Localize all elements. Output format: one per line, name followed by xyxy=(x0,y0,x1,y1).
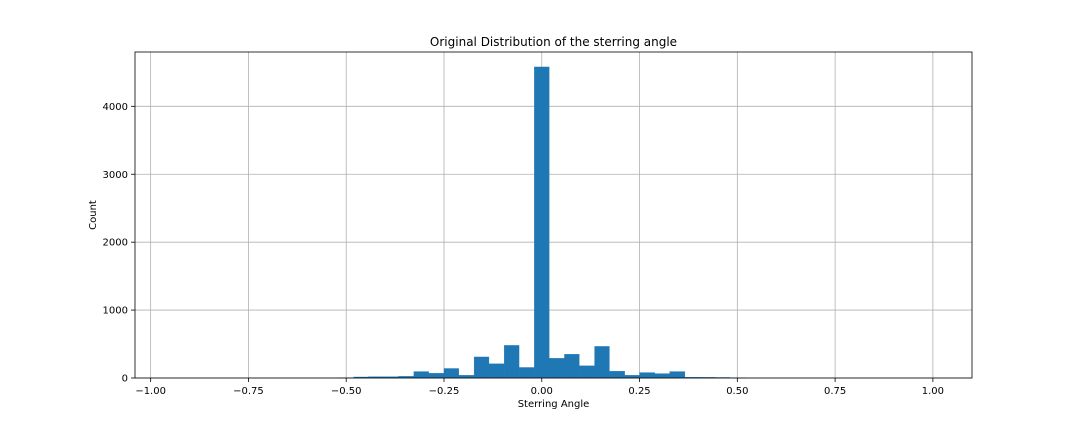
histogram-bar xyxy=(518,367,535,379)
plot-frame xyxy=(134,51,973,379)
histogram-bar xyxy=(428,373,445,379)
histogram-bar xyxy=(504,345,520,379)
x-tick-label: −0.75 xyxy=(233,386,264,397)
x-axis-label: Sterring Angle xyxy=(518,399,590,410)
histogram-bar xyxy=(549,358,565,379)
y-axis-label: Count xyxy=(88,200,99,230)
x-tick-label: −0.50 xyxy=(331,386,362,397)
grid-lines xyxy=(135,52,972,379)
x-tick-label: −1.00 xyxy=(135,386,166,397)
histogram-bar xyxy=(654,373,670,379)
bars xyxy=(338,66,746,379)
axis-ticks: −1.00 −0.75 −0.50 −0.25 0.00 0.25 0.50 0.75 1.00… xyxy=(103,102,944,397)
histogram-bar xyxy=(413,371,429,379)
histogram-bar xyxy=(534,66,550,379)
histogram-bar xyxy=(579,365,595,379)
chart-title: Original Distribution of the sterring an… xyxy=(430,35,677,49)
histogram-bar xyxy=(473,356,490,379)
histogram-bar xyxy=(564,354,580,379)
histogram-bar xyxy=(443,368,459,379)
histogram-bar xyxy=(488,363,505,379)
histogram-bar xyxy=(594,346,610,379)
y-tick-label: 2000 xyxy=(103,238,128,249)
histogram-bar xyxy=(624,375,640,379)
histogram-bar xyxy=(458,375,475,379)
y-tick-label: 3000 xyxy=(103,170,128,181)
x-tick-label: 0.50 xyxy=(726,386,748,397)
histogram-bar xyxy=(609,371,625,379)
y-tick-label: 4000 xyxy=(103,102,128,113)
x-tick-label: 0.75 xyxy=(824,386,846,397)
x-tick-label: 0.25 xyxy=(628,386,650,397)
y-tick-label: 1000 xyxy=(103,306,128,317)
histogram-bar xyxy=(639,372,655,379)
histogram-bar xyxy=(669,371,686,379)
x-tick-label: −0.25 xyxy=(429,386,460,397)
y-tick-label: 0 xyxy=(122,374,128,385)
x-tick-label: 1.00 xyxy=(922,386,944,397)
x-tick-label: 0.00 xyxy=(531,386,553,397)
